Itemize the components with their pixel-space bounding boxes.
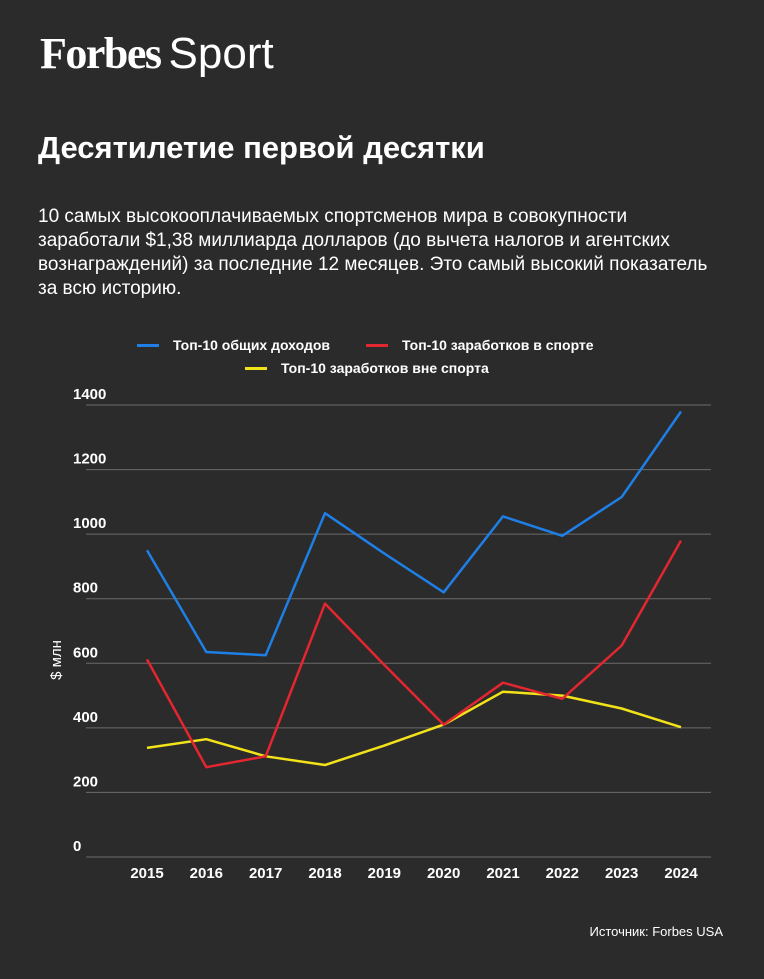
legend-label-sport: Топ-10 заработков в спорте bbox=[402, 337, 594, 353]
legend-item-sport: Топ-10 заработков в спорте bbox=[366, 337, 594, 353]
x-tick-label: 2021 bbox=[486, 865, 519, 882]
x-tick-label: 2015 bbox=[130, 865, 163, 882]
x-tick-label: 2016 bbox=[190, 865, 223, 882]
legend-item-nonsport: Топ-10 заработков вне спорта bbox=[245, 360, 489, 376]
x-tick-label: 2022 bbox=[546, 865, 579, 882]
y-tick-label: 1200 bbox=[73, 451, 106, 468]
legend-label-total: Топ-10 общих доходов bbox=[173, 337, 331, 353]
x-tick-label: 2023 bbox=[605, 865, 638, 882]
y-tick-label: 0 bbox=[73, 838, 81, 855]
x-tick-label: 2017 bbox=[249, 865, 282, 882]
x-tick-label: 2018 bbox=[308, 865, 341, 882]
forbes-sport-logo: Forbes Sport bbox=[40, 30, 274, 78]
chart-series bbox=[145, 410, 683, 769]
x-axis-ticks: 2015 2016 2017 2018 2019 2020 2021 2022 2023 2024 bbox=[130, 865, 698, 882]
logo-section: Sport bbox=[168, 29, 274, 78]
y-tick-label: 1000 bbox=[73, 515, 106, 532]
y-axis-label: $ млн bbox=[48, 640, 65, 680]
y-axis-ticks: 0 200 400 600 800 1000 1200 1400 bbox=[73, 386, 106, 855]
y-tick-label: 600 bbox=[73, 644, 98, 661]
y-tick-label: 400 bbox=[73, 709, 98, 726]
series-line-total bbox=[145, 410, 683, 657]
series-line-sport bbox=[145, 539, 683, 769]
y-tick-label: 800 bbox=[73, 580, 98, 597]
x-tick-label: 2024 bbox=[664, 865, 698, 882]
chart-title: Десятилетие первой десятки bbox=[38, 130, 485, 165]
x-tick-label: 2019 bbox=[368, 865, 401, 882]
logo-brand: Forbes bbox=[40, 29, 162, 78]
x-tick-label: 2020 bbox=[427, 865, 460, 882]
chart-legend: Топ-10 общих доходов Топ-10 заработков в… bbox=[0, 333, 764, 383]
legend-swatch-nonsport bbox=[245, 366, 267, 370]
chart-subtitle: 10 самых высокооплачиваемых спортсменов … bbox=[38, 206, 708, 299]
source-note: Источник: Forbes USA bbox=[589, 924, 723, 939]
legend-swatch-total bbox=[137, 343, 159, 347]
chart-grid bbox=[86, 404, 711, 858]
legend-swatch-sport bbox=[366, 343, 388, 347]
y-tick-label: 200 bbox=[73, 773, 98, 790]
series-line-nonsport bbox=[146, 690, 682, 767]
legend-item-total: Топ-10 общих доходов bbox=[137, 337, 330, 353]
y-tick-label: 1400 bbox=[73, 386, 106, 403]
legend-label-nonsport: Топ-10 заработков вне спорта bbox=[281, 360, 489, 376]
